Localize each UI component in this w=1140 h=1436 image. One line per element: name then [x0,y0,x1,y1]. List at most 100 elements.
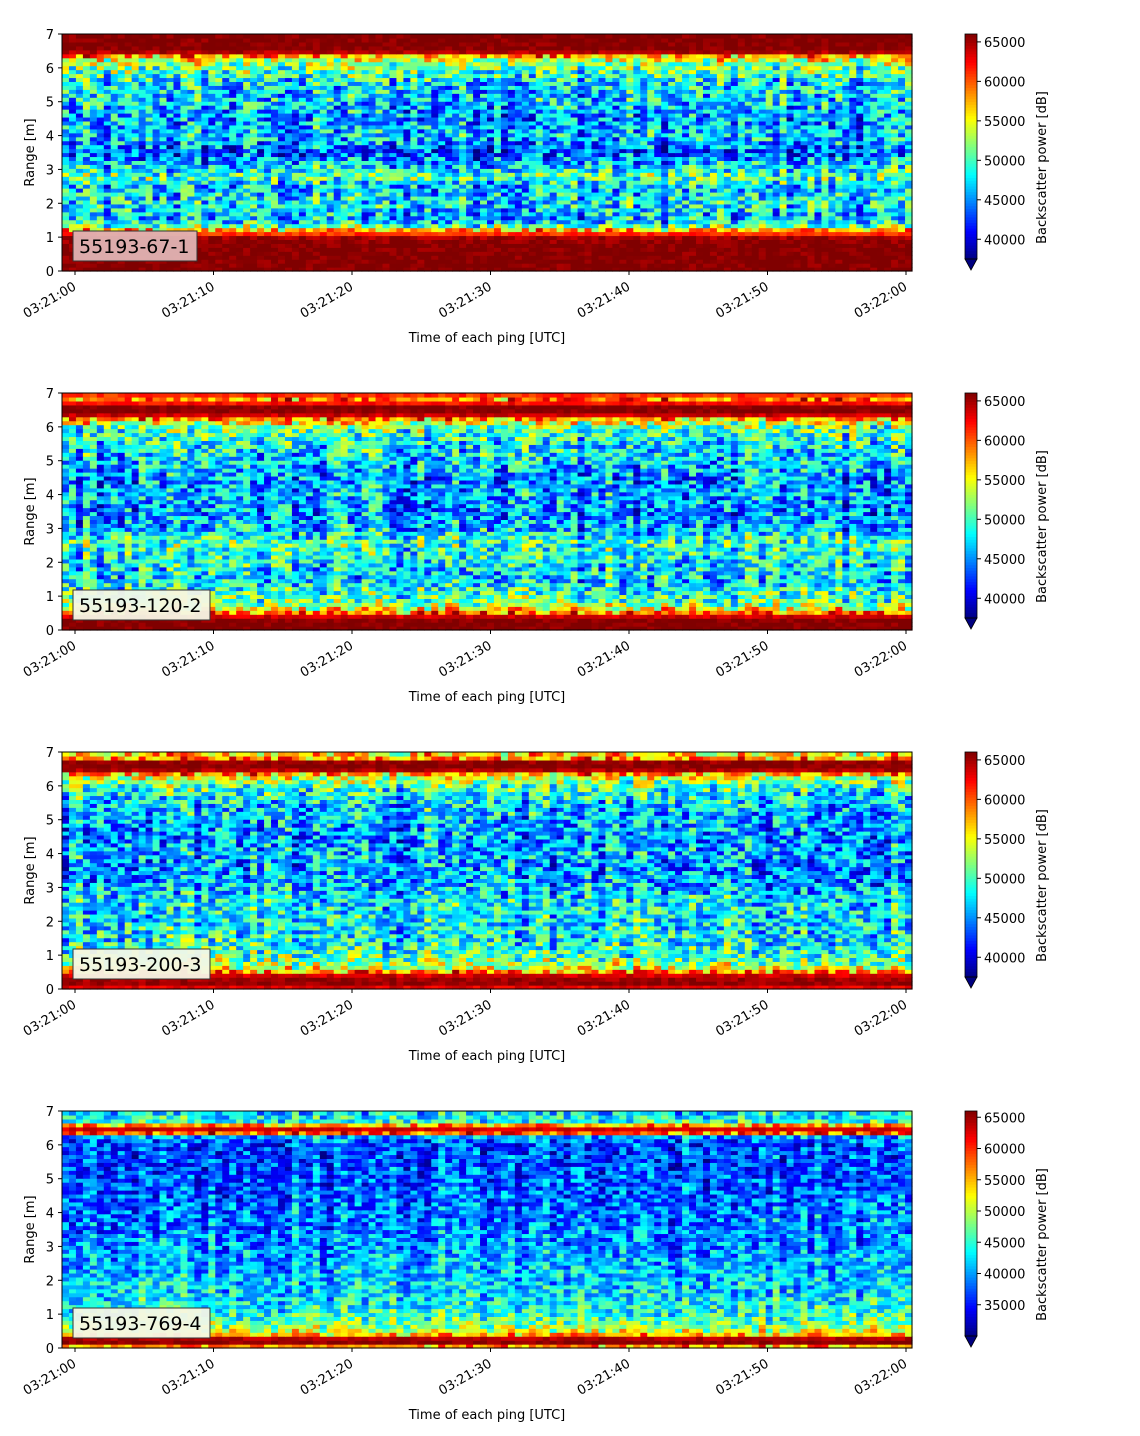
heatmap-cell [605,235,614,240]
heatmap-cell [661,199,669,205]
heatmap-cell [312,152,321,158]
heatmap-cell [898,184,906,189]
heatmap-cell [849,148,857,154]
heatmap-cell [528,267,537,272]
heatmap-cell [68,152,77,158]
heatmap-cell [319,207,328,213]
heatmap-cell [110,223,119,229]
heatmap-cell [835,235,843,240]
heatmap-cell [340,211,349,217]
heatmap-cell [500,144,509,150]
heatmap-cell [271,188,279,193]
heatmap-cell [382,152,391,158]
heatmap-cell [619,199,627,205]
heatmap-cell [570,255,579,260]
heatmap-cell [556,176,565,181]
heatmap-cell [305,247,314,252]
heatmap-cell [730,128,739,134]
heatmap-cell [187,128,195,134]
heatmap-cell [459,160,467,165]
heatmap-cell [493,120,502,126]
heatmap-cell [466,195,474,201]
heatmap-cell [424,195,432,201]
heatmap-cell [187,148,195,154]
heatmap-cell [730,124,739,130]
heatmap-cell [549,215,558,221]
heatmap-cell [333,172,342,177]
heatmap-cell [431,136,439,142]
heatmap-cell [459,172,467,177]
heatmap-cell [68,227,77,233]
heatmap-cell [159,132,168,138]
heatmap-cell [570,259,579,264]
heatmap-cell [354,239,363,244]
heatmap-cell [305,120,314,126]
heatmap-cell [215,152,223,158]
heatmap-cell [842,188,850,193]
heatmap-cell [298,172,307,177]
heatmap-cell [284,176,293,181]
heatmap-cell [243,235,251,240]
heatmap-cell [473,267,481,272]
heatmap-cell [633,195,641,201]
heatmap-cell [835,136,843,142]
heatmap-cell [117,164,126,169]
heatmap-cell [187,263,195,268]
heatmap-cell [758,192,767,197]
heatmap-cell [800,128,809,134]
heatmap-cell [117,184,126,189]
heatmap-cell [124,263,133,268]
heatmap-cell [535,192,544,197]
heatmap-cell [424,176,432,181]
heatmap-cell [709,156,718,161]
heatmap-cell [877,199,885,205]
heatmap-cell [905,195,913,201]
heatmap-cell [389,148,398,154]
heatmap-cell [828,164,836,169]
heatmap-cell [131,219,140,225]
heatmap-cell [62,203,70,209]
heatmap-cell [612,132,620,138]
heatmap-cell [264,203,272,209]
heatmap-cell [535,136,544,142]
heatmap-cell [305,211,314,217]
heatmap-cell [459,144,467,150]
heatmap-cell [82,203,91,209]
heatmap-cell [361,144,370,150]
heatmap-cell [863,235,871,240]
heatmap-cell [612,235,620,240]
heatmap-cell [744,140,753,146]
heatmap-cell [333,259,342,264]
heatmap-cell [326,168,335,173]
heatmap-cell [291,192,300,197]
heatmap-cell [528,180,537,185]
heatmap-cell [236,128,244,134]
heatmap-cell [347,176,356,181]
heatmap-cell [431,235,439,240]
heatmap-cell [271,128,279,134]
heatmap-cell [500,195,509,201]
heatmap-cell [689,235,697,240]
heatmap-cell [194,223,202,229]
heatmap-cell [201,109,209,114]
heatmap-cell [633,203,641,209]
heatmap-cell [542,223,551,229]
heatmap-cell [633,164,641,169]
heatmap-cell [682,188,690,193]
heatmap-cell [891,199,899,205]
heatmap-cell [535,168,544,173]
heatmap-cell [459,267,467,272]
heatmap-cell [835,263,843,268]
heatmap-cell [424,219,432,225]
heatmap-cell [236,168,244,173]
heatmap-cell [445,243,453,248]
heatmap-cell [744,144,753,150]
heatmap-cell [347,223,356,229]
heatmap-cell [312,184,321,189]
heatmap-cell [410,152,418,158]
heatmap-cell [277,140,286,146]
heatmap-cell [187,113,195,118]
heatmap-cell [751,132,760,138]
heatmap-cell [243,140,251,146]
heatmap-cell [584,235,593,240]
